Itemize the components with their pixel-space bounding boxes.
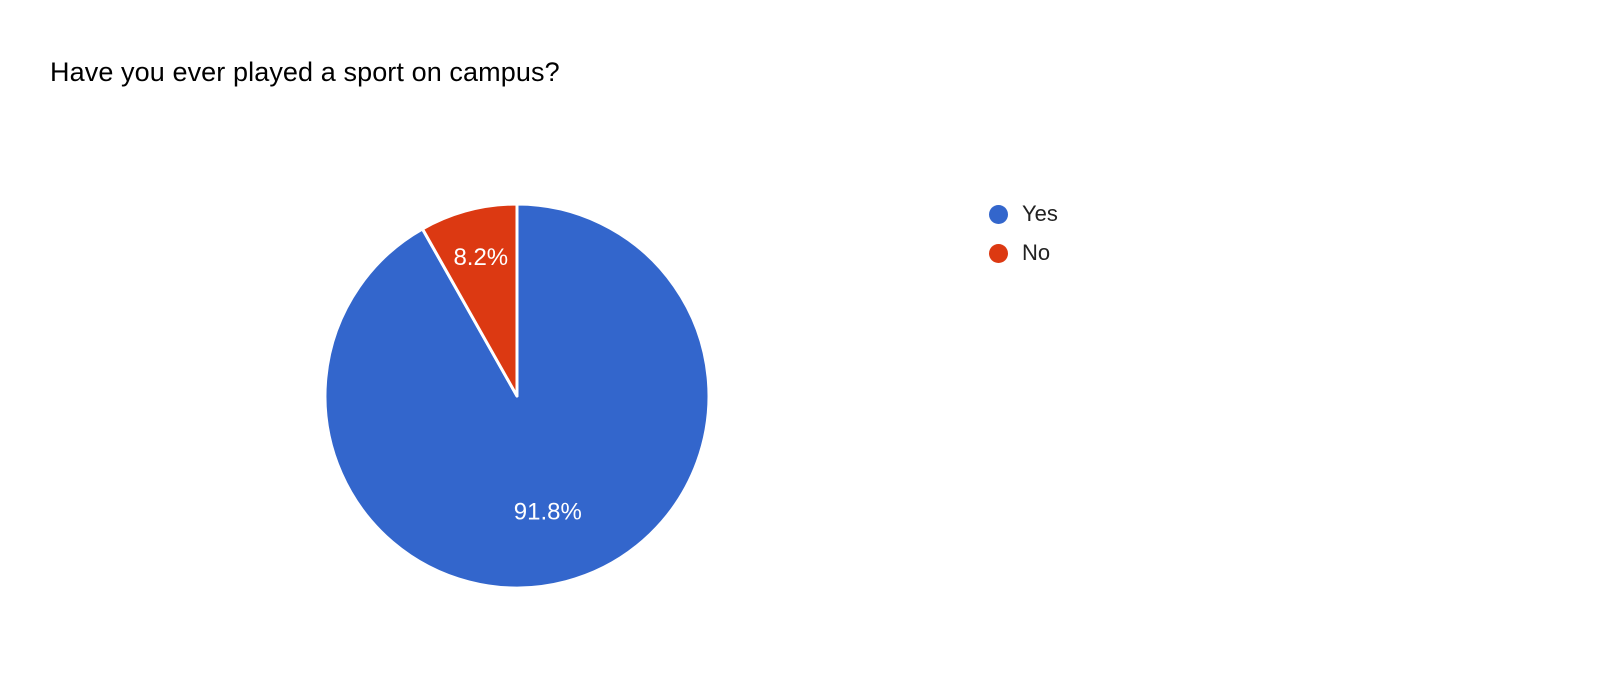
legend-swatch-yes-icon: [989, 204, 1008, 224]
legend-item-yes[interactable]: Yes: [989, 200, 1058, 228]
chart-legend: Yes No: [989, 200, 1058, 267]
legend-item-no[interactable]: No: [989, 239, 1058, 267]
pie-chart-graphic: 91.8% 8.2%: [323, 202, 711, 590]
pie-slice-no[interactable]: [420, 202, 519, 398]
chart-title: Have you ever played a sport on campus?: [50, 57, 560, 87]
pie-slice-label-no: 8.2%: [453, 244, 508, 271]
legend-label-no: No: [1022, 240, 1051, 265]
legend-swatch-no-icon: [989, 243, 1008, 263]
pie-slices: [323, 202, 711, 590]
legend-label-yes: Yes: [1022, 201, 1058, 226]
pie-slice-label-yes: 91.8%: [514, 498, 582, 525]
